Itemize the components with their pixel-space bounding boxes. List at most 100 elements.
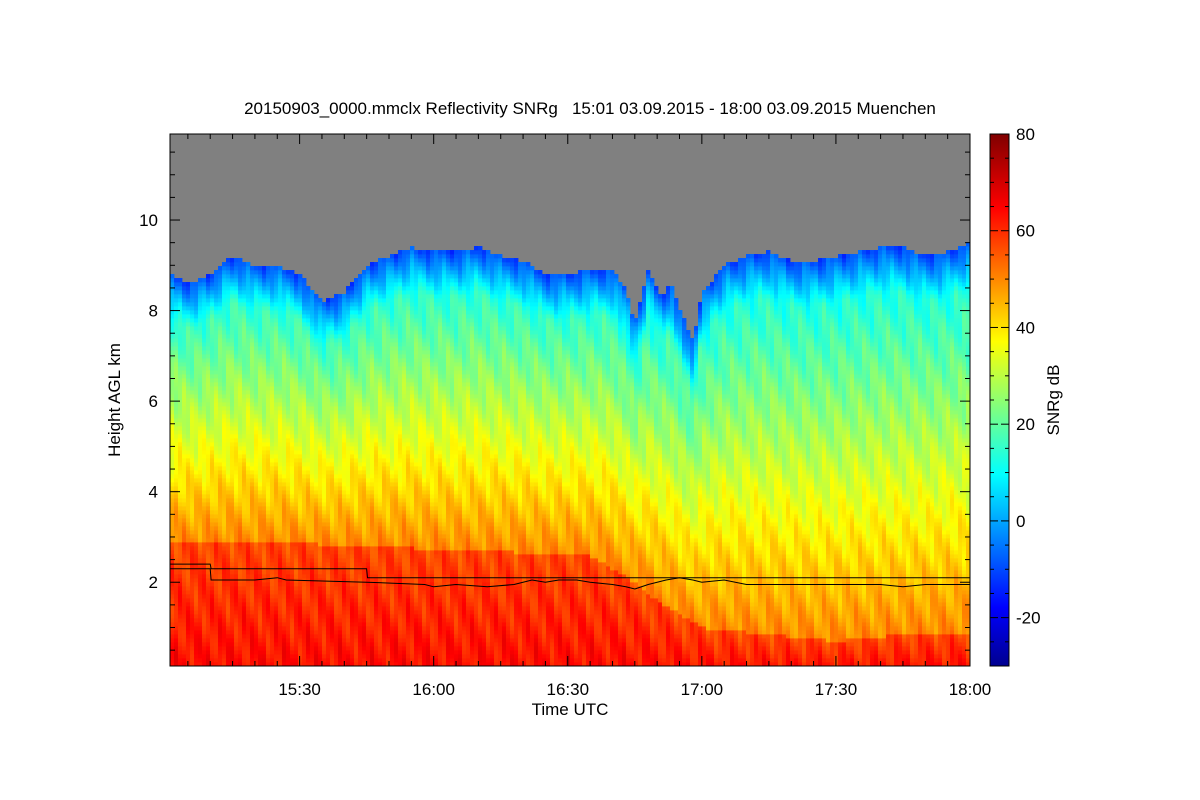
heatmap-cell [250,318,254,322]
heatmap-cell [230,366,234,370]
heatmap-cell [366,366,370,370]
heatmap-cell [222,606,226,610]
heatmap-cell [298,586,302,590]
heatmap-cell [242,522,246,526]
heatmap-cell [242,358,246,362]
heatmap-cell [250,642,254,646]
heatmap-cell [246,638,250,642]
heatmap-cell [190,422,194,426]
heatmap-cell [210,406,214,410]
heatmap-cell [238,530,242,534]
heatmap-cell [170,362,174,366]
heatmap-cell [298,506,302,510]
heatmap-cell [278,334,282,338]
heatmap-cell [250,550,254,554]
heatmap-cell [362,402,366,406]
heatmap-cell [346,402,350,406]
heatmap-cell [190,326,194,330]
heatmap-cell [206,470,210,474]
heatmap-cell [266,554,270,558]
heatmap-cell [222,650,226,654]
heatmap-cell [350,498,354,502]
heatmap-cell [258,302,262,306]
heatmap-cell [302,306,306,310]
heatmap-cell [234,362,238,366]
heatmap-cell [274,354,278,358]
heatmap-cell [254,354,258,358]
heatmap-cell [270,618,274,622]
heatmap-cell [198,418,202,422]
heatmap-cell [326,410,330,414]
heatmap-cell [170,350,174,354]
heatmap-cell [174,314,178,318]
heatmap-cell [270,294,274,298]
heatmap-cell [182,310,186,314]
heatmap-cell [306,598,310,602]
heatmap-cell [350,626,354,630]
heatmap-cell [230,630,234,634]
heatmap-cell [370,522,374,526]
heatmap-cell [234,366,238,370]
heatmap-cell [346,334,350,338]
heatmap-cell [198,610,202,614]
heatmap-cell [194,654,198,658]
heatmap-cell [338,362,342,366]
heatmap-cell [278,658,282,662]
heatmap-cell [326,570,330,574]
heatmap-cell [326,390,330,394]
heatmap-cell [194,378,198,382]
heatmap-cell [290,390,294,394]
heatmap-cell [202,606,206,610]
heatmap-cell [326,478,330,482]
heatmap-cell [330,558,334,562]
heatmap-cell [310,446,314,450]
heatmap-cell [258,650,262,654]
heatmap-cell [290,282,294,286]
heatmap-cell [306,510,310,514]
heatmap-cell [178,574,182,578]
heatmap-cell [210,586,214,590]
heatmap-cell [190,426,194,430]
heatmap-cell [258,586,262,590]
heatmap-cell [230,574,234,578]
heatmap-cell [278,610,282,614]
heatmap-cell [362,506,366,510]
heatmap-cell [310,298,314,302]
heatmap-cell [290,546,294,550]
heatmap-cell [178,486,182,490]
heatmap-cell [198,510,202,514]
heatmap-cell [270,606,274,610]
heatmap-cell [354,594,358,598]
heatmap-cell [194,330,198,334]
heatmap-cell [274,310,278,314]
heatmap-cell [334,594,338,598]
heatmap-cell [226,394,230,398]
heatmap-cell [370,614,374,618]
heatmap-cell [186,498,190,502]
heatmap-cell [294,362,298,366]
heatmap-cell [218,346,222,350]
heatmap-cell [270,538,274,542]
heatmap-cell [206,398,210,402]
heatmap-cell [354,286,358,290]
heatmap-cell [222,382,226,386]
heatmap-cell [358,350,362,354]
heatmap-cell [174,322,178,326]
heatmap-cell [270,270,274,274]
heatmap-cell [170,574,174,578]
heatmap-cell [350,574,354,578]
heatmap-cell [202,482,206,486]
heatmap-cell [322,542,326,546]
heatmap-cell [342,410,346,414]
heatmap-cell [246,278,250,282]
heatmap-cell [310,366,314,370]
heatmap-cell [298,398,302,402]
heatmap-cell [230,454,234,458]
heatmap-cell [310,582,314,586]
heatmap-cell [370,606,374,610]
heatmap-cell [242,302,246,306]
heatmap-cell [250,570,254,574]
heatmap-cell [262,294,266,298]
heatmap-cell [190,350,194,354]
heatmap-cell [370,510,374,514]
